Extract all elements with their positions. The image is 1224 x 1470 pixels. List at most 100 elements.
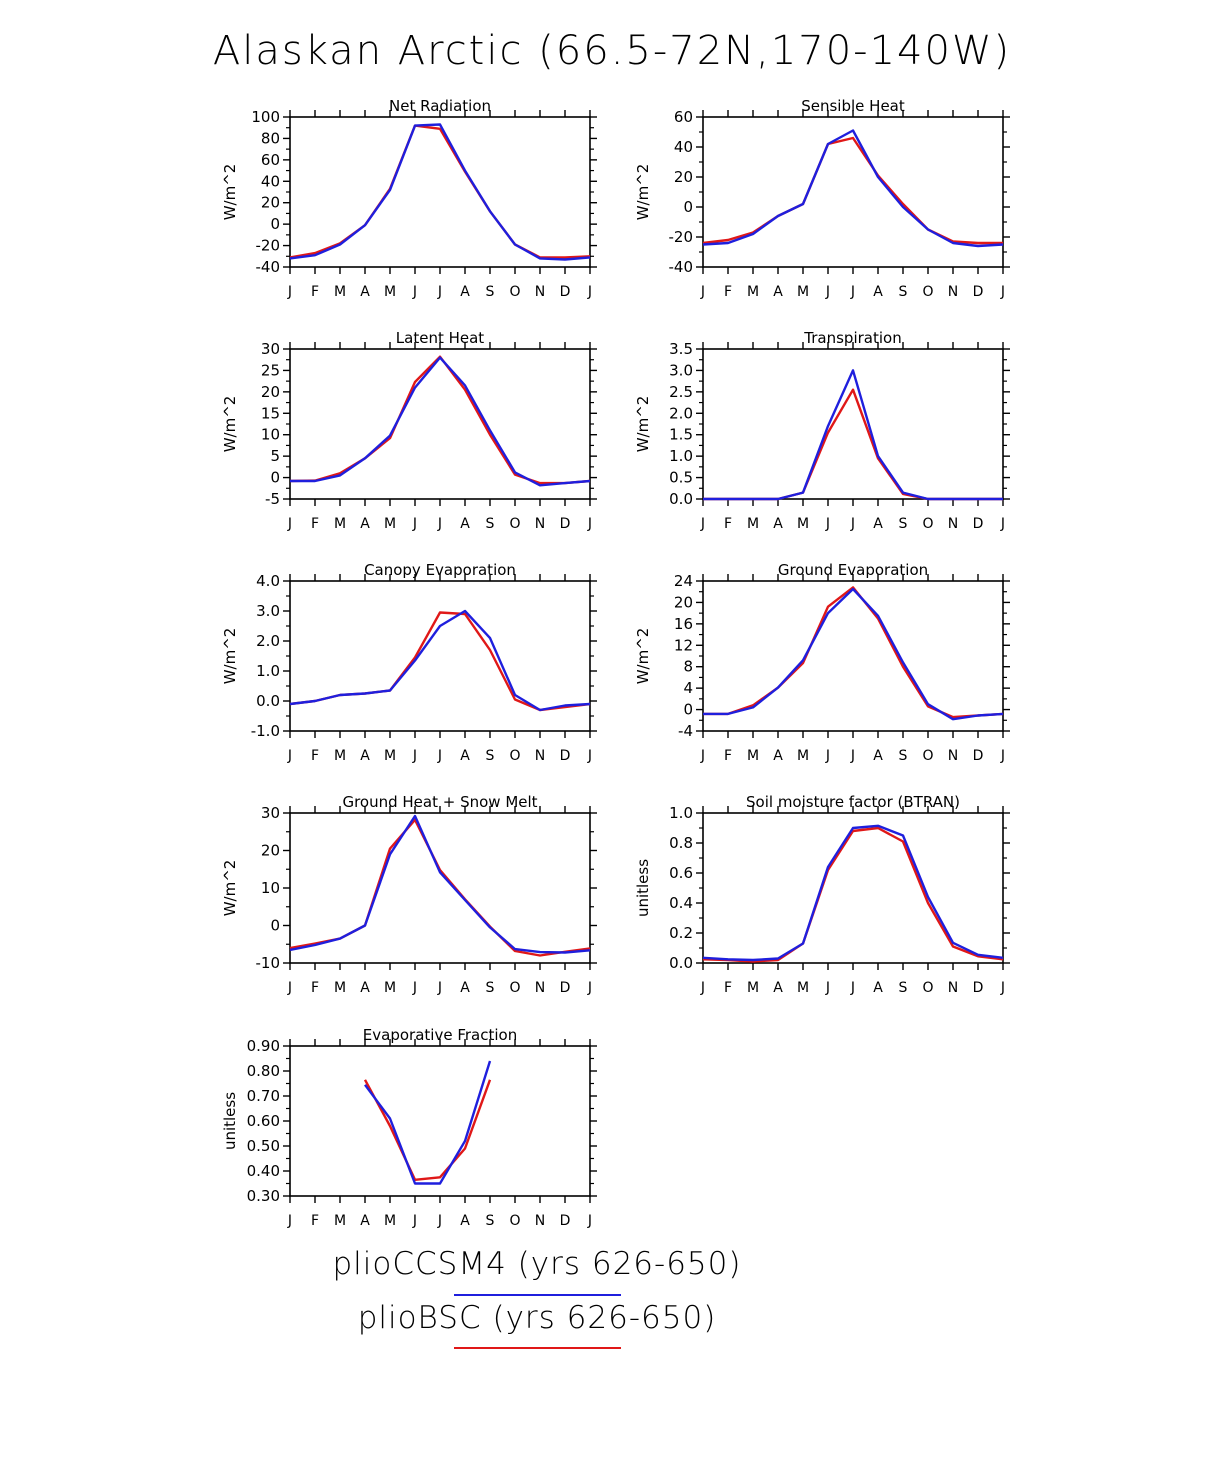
x-tick-label: D xyxy=(560,980,571,996)
y-axis-label: W/m^2 xyxy=(634,164,652,221)
x-tick-label: F xyxy=(311,284,319,300)
x-tick-label: M xyxy=(747,516,759,532)
series-line-pliobsc xyxy=(289,818,591,957)
y-tick-label: 0 xyxy=(683,198,693,216)
x-tick-label: S xyxy=(486,748,495,764)
x-tick-label: D xyxy=(560,284,571,300)
x-tick-label: A xyxy=(873,980,883,996)
x-tick-label: M xyxy=(334,748,346,764)
chart-title: Canopy Evaporation xyxy=(364,561,516,579)
series-line-pliocesm4 xyxy=(703,587,1004,721)
x-tick-label: M xyxy=(334,284,346,300)
x-tick-label: M xyxy=(384,980,396,996)
y-tick-label: 0.8 xyxy=(669,834,693,852)
x-tick-label: A xyxy=(360,516,370,532)
y-tick-label: 12 xyxy=(674,636,693,654)
y-tick-label: 0 xyxy=(270,215,280,233)
plot-frame xyxy=(289,1045,591,1197)
y-tick-label: 30 xyxy=(261,804,280,822)
y-tick-label: 2.0 xyxy=(256,632,280,650)
y-tick-label: 0.60 xyxy=(247,1112,280,1130)
x-tick-label: O xyxy=(509,1213,520,1229)
y-tick-label: 1.0 xyxy=(669,804,693,822)
series-line-pliocesm4 xyxy=(289,609,591,712)
x-tick-label: A xyxy=(773,980,783,996)
x-tick-label: M xyxy=(334,516,346,532)
x-tick-label: O xyxy=(922,284,933,300)
x-tick-label: M xyxy=(384,516,396,532)
x-tick-label: M xyxy=(384,1213,396,1229)
x-tick-label: J xyxy=(825,748,830,764)
series-line-pliobsc xyxy=(703,388,1003,501)
x-tick-label: N xyxy=(535,516,545,532)
chart-panel-8: Soil moisture factor (BTRAN) unitless 0.0 0… xyxy=(634,793,1010,996)
x-tick-label: J xyxy=(700,516,705,532)
y-tick-label: 0.70 xyxy=(247,1087,280,1105)
y-tick-label: 0 xyxy=(683,701,693,719)
y-tick-label: 20 xyxy=(261,383,280,401)
x-tick-label: M xyxy=(797,284,809,300)
x-tick-label: J xyxy=(850,980,855,996)
y-tick-label: 80 xyxy=(261,129,280,147)
y-tick-label: 1.0 xyxy=(256,662,280,680)
x-tick-label: J xyxy=(437,516,442,532)
x-tick-label: J xyxy=(825,284,830,300)
y-tick-label: 20 xyxy=(674,168,693,186)
x-tick-label: J xyxy=(412,980,417,996)
series-line-pliocesm4 xyxy=(290,356,591,487)
chart-panel-4: TranspirationW/m^20.00.51.01.52.02.53.03… xyxy=(634,329,1010,532)
x-tick-label: A xyxy=(460,516,470,532)
x-tick-label: O xyxy=(922,516,933,532)
x-tick-label: J xyxy=(287,516,292,532)
x-tick-label: A xyxy=(360,980,370,996)
x-tick-label: A xyxy=(873,516,883,532)
legend-label-pliobsc: plioBSC (yrs 626-650) xyxy=(357,1300,717,1336)
y-tick-label: -40 xyxy=(669,258,694,276)
x-tick-label: O xyxy=(922,980,933,996)
y-tick-label: -10 xyxy=(256,954,281,972)
y-tick-label: 0.4 xyxy=(669,894,693,912)
x-tick-label: J xyxy=(587,1213,592,1229)
x-tick-label: J xyxy=(412,1213,417,1229)
chart-title: Latent Heat xyxy=(396,329,485,347)
y-axis-label: W/m^2 xyxy=(221,396,239,453)
x-tick-label: J xyxy=(1000,516,1005,532)
x-tick-label: J xyxy=(825,980,830,996)
x-tick-label: D xyxy=(560,1213,571,1229)
x-tick-label: J xyxy=(1000,284,1005,300)
x-tick-label: O xyxy=(922,748,933,764)
y-tick-label: -20 xyxy=(256,237,281,255)
x-tick-label: F xyxy=(724,980,732,996)
y-axis-label: unitless xyxy=(221,1092,239,1150)
x-tick-label: F xyxy=(311,516,319,532)
series-line-pliocesm4 xyxy=(703,369,1003,501)
x-tick-label: J xyxy=(1000,980,1005,996)
y-tick-label: 3.0 xyxy=(669,361,693,379)
x-tick-label: M xyxy=(797,980,809,996)
y-tick-label: 8 xyxy=(683,658,693,676)
x-tick-label: A xyxy=(460,748,470,764)
x-tick-label: J xyxy=(412,516,417,532)
x-tick-label: O xyxy=(509,284,520,300)
x-tick-label: A xyxy=(773,284,783,300)
x-tick-label: J xyxy=(825,516,830,532)
y-tick-label: 40 xyxy=(261,172,280,190)
y-tick-label: 60 xyxy=(674,108,693,126)
x-tick-label: F xyxy=(724,284,732,300)
y-tick-label: 40 xyxy=(674,138,693,156)
legend-label-pliocesm4: plioCCSM4 (yrs 626-650) xyxy=(332,1246,742,1282)
x-tick-label: D xyxy=(973,516,984,532)
x-tick-label: S xyxy=(899,516,908,532)
x-tick-label: A xyxy=(873,748,883,764)
y-tick-label: 0.5 xyxy=(669,469,693,487)
y-axis-label: W/m^2 xyxy=(634,396,652,453)
x-tick-label: A xyxy=(360,284,370,300)
x-tick-label: M xyxy=(747,980,759,996)
series-line-pliocesm4 xyxy=(289,123,591,261)
x-tick-label: S xyxy=(486,980,495,996)
x-tick-label: J xyxy=(587,748,592,764)
y-tick-label: 20 xyxy=(261,842,280,860)
